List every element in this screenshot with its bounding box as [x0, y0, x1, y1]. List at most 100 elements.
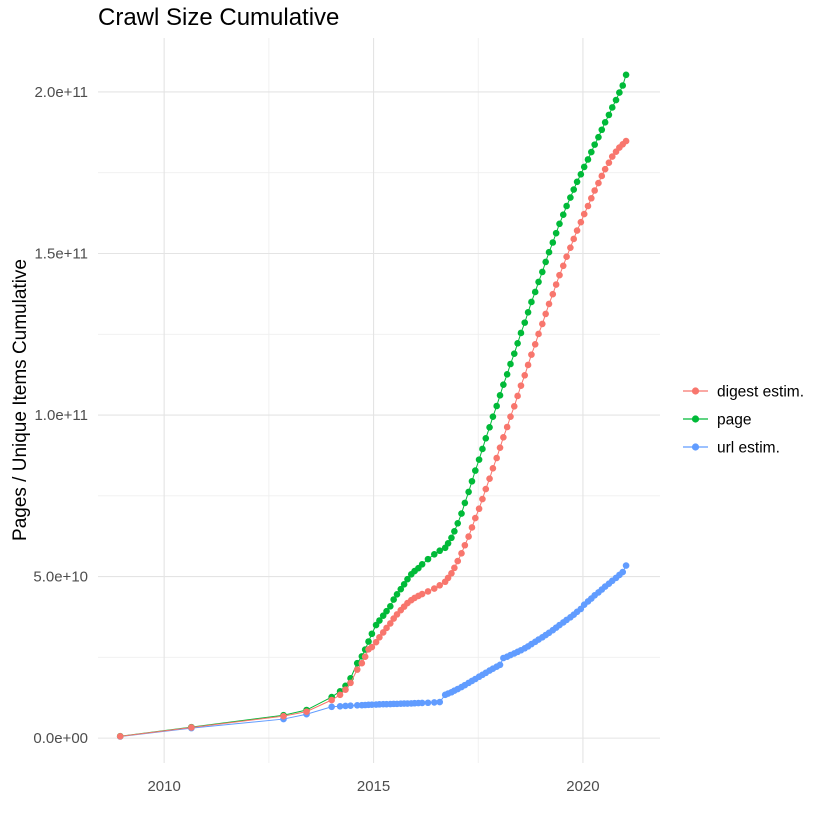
data-point-page [567, 194, 574, 201]
data-point-page [542, 258, 549, 266]
legend-label: url estim. [717, 440, 780, 457]
x-tick-label: 2015 [357, 778, 390, 795]
data-point-url-estim [622, 562, 630, 569]
data-point-digest-estim [552, 281, 560, 288]
data-point-page [461, 499, 469, 507]
data-point-page [404, 575, 411, 583]
data-point-page [458, 510, 465, 517]
data-point-page [418, 561, 426, 568]
data-point-page [608, 104, 616, 111]
data-point-page [479, 445, 486, 453]
data-point-digest-estim [539, 320, 546, 328]
data-point-page [528, 298, 535, 306]
data-point-digest-estim [188, 724, 195, 731]
data-point-digest-estim [358, 659, 366, 667]
data-point-digest-estim [563, 253, 570, 261]
data-point-page [588, 148, 595, 156]
data-point-digest-estim [393, 611, 401, 618]
data-point-url-estim [353, 702, 361, 709]
data-point-page [436, 547, 444, 555]
data-point-digest-estim [595, 179, 602, 187]
legend: digest estim. page url estim. [683, 384, 804, 457]
data-point-page [489, 413, 497, 420]
data-point-digest-estim [479, 495, 486, 503]
y-tick-label: 2.0e+11 [34, 84, 88, 101]
data-point-url-estim [430, 699, 438, 706]
series-url-estim [116, 562, 630, 740]
legend-label: digest estim. [717, 384, 804, 401]
data-point-digest-estim [496, 444, 504, 451]
data-point-page [577, 171, 585, 178]
data-point-digest-estim [116, 733, 124, 740]
data-point-page [379, 612, 387, 619]
data-point-digest-estim [387, 620, 394, 627]
legend-item-url-estim: url estim. [683, 440, 780, 457]
data-point-page [549, 239, 557, 246]
data-point-page [465, 488, 472, 496]
data-point-page [556, 220, 563, 228]
data-point-page [486, 424, 493, 431]
data-point-digest-estim [528, 351, 535, 358]
data-point-page [503, 371, 511, 378]
legend-label: page [717, 412, 751, 429]
data-point-digest-estim [379, 629, 387, 636]
data-point-page [514, 340, 521, 347]
series-digest-estim [116, 137, 630, 740]
data-point-page [521, 319, 529, 326]
y-tick-label: 1.0e+11 [34, 407, 88, 424]
data-point-digest-estim [465, 533, 472, 540]
data-point-page [584, 156, 592, 163]
data-point-page [472, 467, 479, 474]
data-point-digest-estim [507, 413, 514, 420]
data-point-digest-estim [448, 570, 455, 577]
data-point-digest-estim [542, 310, 549, 318]
data-point-page [545, 248, 553, 256]
data-point-url-estim [418, 699, 426, 707]
data-point-digest-estim [588, 194, 595, 202]
data-point-page [482, 435, 490, 442]
data-point-url-estim [619, 568, 627, 576]
data-point-page [448, 534, 455, 542]
data-point-digest-estim [514, 392, 521, 400]
data-point-page [605, 111, 613, 119]
data-point-digest-estim [280, 712, 287, 720]
data-point-page [552, 229, 560, 237]
data-point-page [524, 308, 532, 316]
data-point-page [559, 211, 567, 219]
data-point-digest-estim [500, 434, 507, 441]
y-tick-label: 0.0e+00 [33, 730, 88, 747]
data-point-digest-estim [328, 696, 335, 704]
data-point-page [591, 141, 598, 148]
data-point-digest-estim [559, 262, 567, 270]
legend-key-dot [691, 443, 700, 451]
data-point-digest-estim [444, 574, 452, 582]
data-point-page [372, 621, 380, 629]
data-point-digest-estim [622, 137, 630, 145]
data-point-page [580, 163, 588, 171]
data-point-digest-estim [482, 485, 490, 493]
data-point-digest-estim [567, 244, 574, 251]
data-point-digest-estim [573, 227, 581, 234]
data-point-page [517, 329, 525, 337]
data-point-page [475, 456, 483, 463]
data-point-digest-estim [383, 624, 390, 632]
data-point-page [598, 126, 606, 134]
data-point-digest-estim [353, 666, 361, 673]
data-point-page [493, 402, 500, 410]
data-point-page [601, 119, 609, 126]
data-point-digest-estim [531, 340, 539, 348]
data-point-digest-estim [517, 382, 525, 389]
data-point-page [451, 528, 458, 535]
data-point-digest-estim [424, 588, 432, 595]
y-tick-label: 5.0e+10 [33, 569, 88, 586]
data-point-digest-estim [430, 585, 438, 592]
x-tick-label: 2020 [566, 778, 599, 795]
data-point-page [573, 178, 581, 186]
data-point-page [365, 638, 372, 645]
data-point-digest-estim [489, 465, 497, 472]
axis-tick-labels: 0.0e+00 5.0e+10 1.0e+11 1.5e+11 2.0e+11 2010 2… [33, 84, 599, 795]
data-point-digest-estim [549, 290, 557, 298]
data-point-digest-estim [598, 172, 606, 180]
